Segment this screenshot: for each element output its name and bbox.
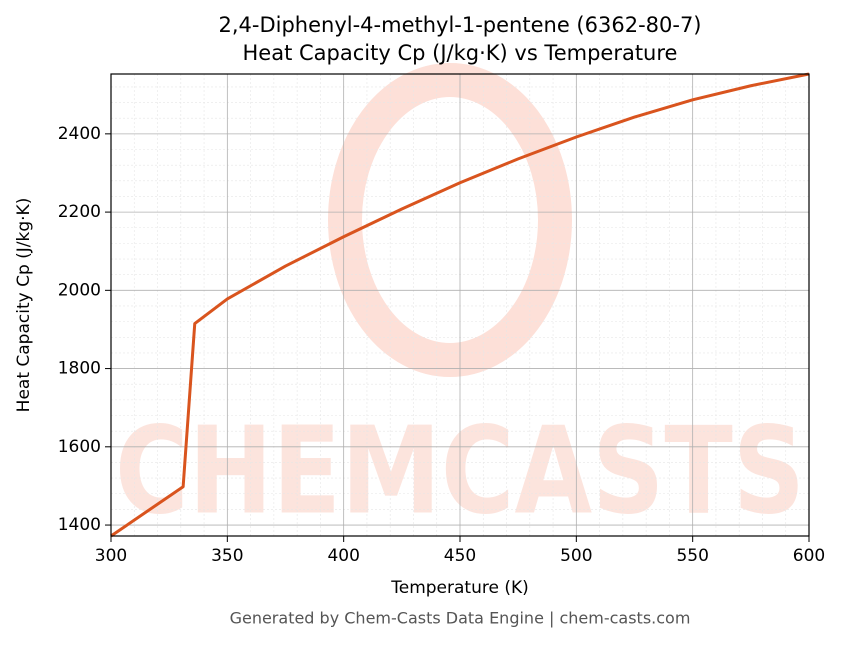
y-tick-label: 2000 [58, 280, 101, 300]
footer: Generated by Chem-Casts Data Engine | ch… [230, 609, 691, 628]
chart-title: 2,4-Diphenyl-4-methyl-1-pentene (6362-80… [218, 13, 701, 37]
x-tick-label: 500 [560, 546, 592, 566]
x-tick-label: 550 [676, 546, 708, 566]
watermark-logo [328, 63, 572, 377]
x-axis-label: Temperature (K) [390, 578, 529, 598]
x-tick-label: 400 [327, 546, 359, 566]
y-axis-label: Heat Capacity Cp (J/kg·K) [14, 198, 34, 413]
x-tick-label: 450 [444, 546, 476, 566]
y-tick-label: 1400 [58, 515, 101, 535]
y-tick-label: 2400 [58, 124, 101, 144]
plot-frame [110, 73, 810, 537]
chart-title: Heat Capacity Cp (J/kg·K) vs Temperature [243, 41, 678, 65]
y-tick-label: 1800 [58, 359, 101, 379]
y-tick-label: 1600 [58, 437, 101, 457]
x-tick-label: 600 [793, 546, 825, 566]
line [110, 72, 810, 538]
x-tick-label: 350 [211, 546, 243, 566]
y-tick-label: 2200 [58, 202, 101, 222]
x-tick-label: 300 [95, 546, 127, 566]
